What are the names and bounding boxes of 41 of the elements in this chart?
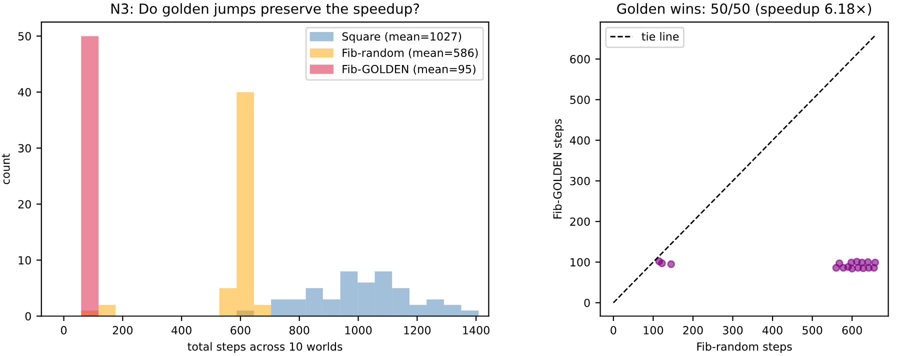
x-tick-label: 1200 [404, 326, 431, 334]
x-tick-label: 1000 [345, 326, 372, 334]
x-axis-title: total steps across 10 worlds [188, 342, 342, 353]
x-tick-label: 400 [172, 326, 192, 334]
x-tick-label: 0 [610, 326, 616, 334]
x-tick-label: 200 [112, 326, 133, 334]
y-tick-label: 0 [25, 312, 31, 321]
legend-label: Fib-GOLDEN (mean=95) [342, 64, 476, 75]
x-tick-label: 600 [230, 326, 250, 334]
x-tick-label: 0 [60, 326, 67, 334]
x-axis-title: Fib-random steps [697, 342, 792, 353]
x-tick-label: 1400 [463, 326, 490, 334]
legend-label: Fib-random (mean=586) [342, 48, 478, 58]
y-tick-label: 50 [18, 32, 31, 40]
y-tick-label: 30 [18, 144, 31, 152]
x-tick-label: 200 [683, 326, 703, 334]
y-tick-label: 100 [570, 258, 590, 266]
y-tick-label: 20 [18, 200, 31, 208]
y-tick-label: 0 [584, 298, 590, 308]
chart-title: Golden wins: 50/50 (speedup 6.18×) [617, 3, 872, 17]
x-tick-label: 500 [802, 326, 822, 334]
y-axis-title: count [2, 154, 10, 184]
point [658, 259, 666, 268]
x-tick-label: 800 [290, 326, 310, 334]
x-tick-label: 100 [644, 326, 664, 334]
chart-title: N3: Do golden jumps preserve the speedup? [111, 3, 420, 17]
y-tick-label: 500 [570, 96, 590, 104]
y-tick-label: 10 [18, 256, 31, 264]
point [871, 258, 880, 266]
legend-label: tie line [642, 32, 679, 41]
x-tick-label: 400 [762, 326, 782, 334]
x-tick-label: 300 [723, 326, 743, 334]
x-tick-label: 600 [842, 326, 862, 334]
y-tick-label: 40 [18, 88, 31, 96]
y-tick-label: 300 [570, 176, 590, 186]
y-tick-label: 200 [570, 217, 590, 226]
y-tick-label: 600 [570, 55, 590, 64]
y-axis-title: Fib-GOLDEN steps [553, 119, 564, 218]
point [667, 260, 676, 268]
legend-label: Square (mean=1027) [342, 32, 462, 43]
y-tick-label: 400 [570, 136, 590, 145]
